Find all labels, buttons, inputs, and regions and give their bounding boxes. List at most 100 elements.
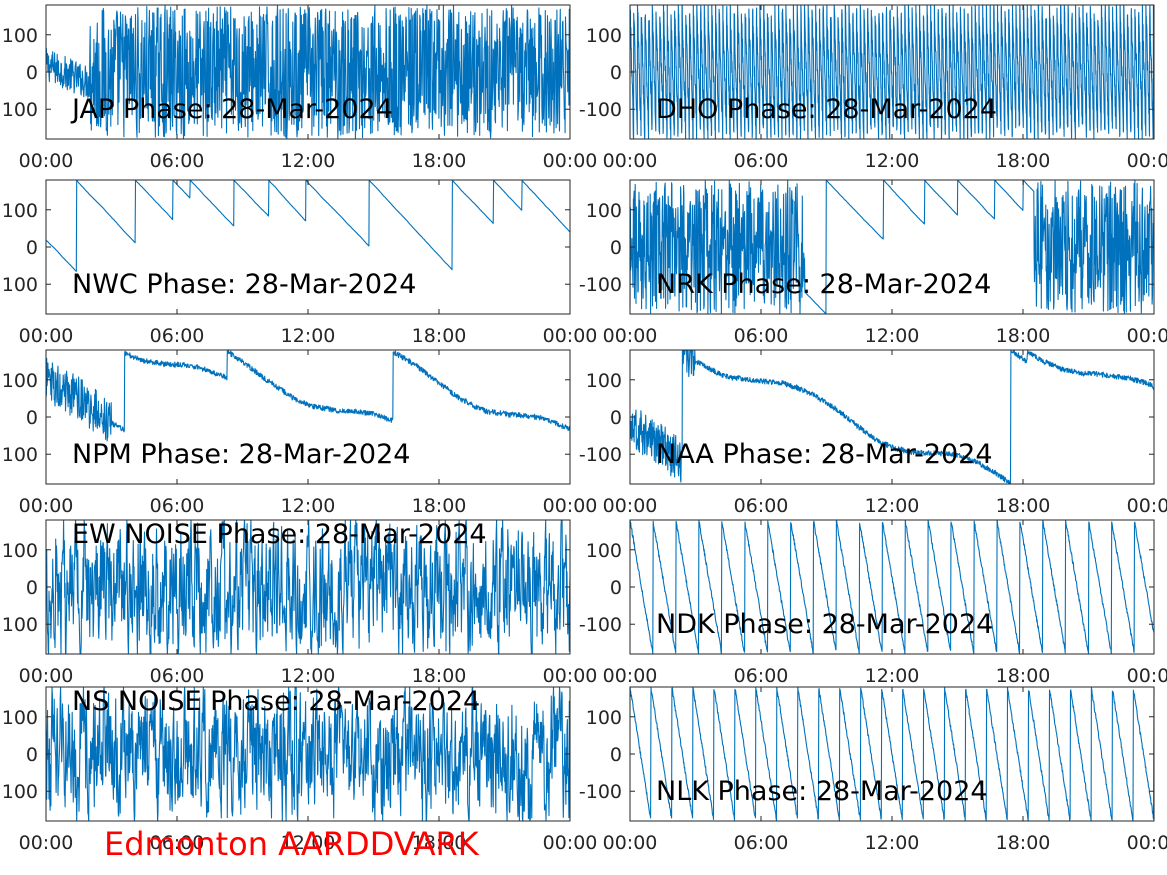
x-tick-label: 00:00 [543, 832, 598, 854]
x-tick-label: 06:00 [734, 150, 789, 172]
x-tick-label: 06:00 [150, 665, 205, 687]
phase-panel: 100 0 -100 00:00 06:00 12:00 18:00 00:00 NLK Pha… [579, 686, 1167, 854]
y-tick-label: 100 [2, 444, 38, 466]
phase-series-line [629, 519, 1155, 655]
x-tick-label: 00:00 [19, 325, 74, 347]
x-tick-label: 18:00 [412, 495, 467, 517]
panel-title: NPM Phase: 28-Mar-2024 [72, 439, 410, 470]
phase-panel: 100 0 -100 00:00 06:00 12:00 18:00 00:00 NAA Pha… [579, 349, 1167, 517]
phase-panel: 100 0 100 00:00 06:00 12:00 18:00 00:00 NS NOISE… [2, 686, 598, 854]
x-tick-label: 12:00 [865, 665, 920, 687]
phase-series-line [45, 519, 571, 655]
phase-panel: 100 0 100 00:00 06:00 12:00 18:00 00:00 EW NOISE… [2, 519, 598, 687]
x-tick-label: 12:00 [281, 325, 336, 347]
y-tick-label: -100 [579, 274, 622, 296]
x-tick-label: 00:00 [1127, 832, 1167, 854]
y-tick-label: 100 [2, 781, 38, 803]
x-tick-label: 18:00 [412, 832, 467, 854]
phase-panel: 100 0 -100 00:00 06:00 12:00 18:00 00:00 NRK Pha… [579, 179, 1167, 347]
x-tick-label: 18:00 [996, 325, 1051, 347]
x-tick-label: 00:00 [19, 495, 74, 517]
panel-title: NLK Phase: 28-Mar-2024 [656, 776, 988, 807]
phase-series-line [629, 349, 1155, 485]
x-tick-label: 00:00 [603, 495, 658, 517]
x-tick-label: 00:00 [1127, 150, 1167, 172]
y-tick-label: -100 [579, 614, 622, 636]
x-tick-label: 00:00 [1127, 325, 1167, 347]
x-tick-label: 00:00 [19, 832, 74, 854]
y-tick-label: 100 [2, 614, 38, 636]
y-tick-label: 0 [26, 744, 38, 766]
y-tick-label: 100 [2, 25, 38, 47]
phase-series-line [45, 4, 571, 139]
y-tick-label: 0 [610, 237, 622, 259]
x-tick-label: 12:00 [865, 325, 920, 347]
panel-title: NWC Phase: 28-Mar-2024 [72, 269, 416, 300]
x-tick-label: 00:00 [1127, 495, 1167, 517]
x-tick-label: 12:00 [281, 832, 336, 854]
phase-series-line [45, 349, 571, 442]
x-tick-label: 06:00 [734, 832, 789, 854]
phase-panel: 100 0 -100 00:00 06:00 12:00 18:00 00:00 DHO Pha… [579, 4, 1167, 172]
x-tick-label: 00:00 [603, 665, 658, 687]
phase-panel: 100 0 100 00:00 06:00 12:00 18:00 00:00 JAP Phas… [2, 4, 598, 172]
y-tick-label: -100 [579, 781, 622, 803]
x-tick-label: 06:00 [150, 832, 205, 854]
x-tick-label: 06:00 [150, 150, 205, 172]
y-tick-label: 100 [586, 707, 622, 729]
x-tick-label: 12:00 [865, 832, 920, 854]
x-tick-label: 00:00 [603, 832, 658, 854]
x-tick-label: 12:00 [281, 665, 336, 687]
phase-panel: 100 0 -100 00:00 06:00 12:00 18:00 00:00 NDK Pha… [579, 519, 1167, 687]
x-tick-label: 00:00 [19, 150, 74, 172]
x-tick-label: 00:00 [543, 665, 598, 687]
y-tick-label: 100 [586, 200, 622, 222]
x-tick-label: 18:00 [996, 665, 1051, 687]
x-tick-label: 12:00 [865, 150, 920, 172]
x-tick-label: 18:00 [412, 150, 467, 172]
phase-series-line [629, 179, 1155, 315]
phase-series-line [629, 4, 1155, 140]
station-label: Edmonton AARDDVARK [104, 825, 479, 863]
phase-panel: 100 0 100 00:00 06:00 12:00 18:00 00:00 NPM Phas… [2, 349, 598, 517]
x-tick-label: 12:00 [865, 495, 920, 517]
y-tick-label: -100 [579, 99, 622, 121]
x-tick-label: 18:00 [996, 495, 1051, 517]
phase-panel: 100 0 100 00:00 06:00 12:00 18:00 00:00 NWC Phas… [2, 179, 598, 347]
y-tick-label: 100 [586, 370, 622, 392]
panel-title: NRK Phase: 28-Mar-2024 [656, 269, 991, 300]
y-tick-label: 100 [586, 540, 622, 562]
x-tick-label: 12:00 [281, 150, 336, 172]
y-tick-label: 0 [26, 62, 38, 84]
x-tick-label: 18:00 [412, 665, 467, 687]
x-tick-label: 06:00 [734, 325, 789, 347]
plot-area [46, 350, 570, 484]
x-tick-label: 00:00 [603, 150, 658, 172]
x-tick-label: 18:00 [412, 325, 467, 347]
y-tick-label: 0 [26, 237, 38, 259]
y-tick-label: -100 [579, 444, 622, 466]
x-tick-label: 18:00 [996, 832, 1051, 854]
y-tick-label: 0 [610, 407, 622, 429]
x-tick-label: 12:00 [281, 495, 336, 517]
x-tick-label: 06:00 [734, 495, 789, 517]
x-tick-label: 00:00 [543, 495, 598, 517]
y-tick-label: 100 [2, 540, 38, 562]
y-tick-label: 0 [610, 62, 622, 84]
panel-title: NDK Phase: 28-Mar-2024 [656, 609, 993, 640]
x-tick-label: 00:00 [543, 150, 598, 172]
panel-title: NS NOISE Phase: 28-Mar-2024 [72, 686, 480, 717]
y-tick-label: 100 [2, 99, 38, 121]
panel-title: JAP Phase: 28-Mar-2024 [70, 94, 393, 125]
x-tick-label: 00:00 [543, 325, 598, 347]
y-tick-label: 0 [26, 407, 38, 429]
y-tick-label: 100 [2, 707, 38, 729]
x-tick-label: 06:00 [734, 665, 789, 687]
y-tick-label: 0 [610, 744, 622, 766]
plot-area [46, 180, 570, 314]
panel-title: DHO Phase: 28-Mar-2024 [656, 94, 997, 125]
y-tick-label: 100 [586, 25, 622, 47]
phase-series-line [45, 686, 571, 822]
y-tick-label: 0 [610, 577, 622, 599]
